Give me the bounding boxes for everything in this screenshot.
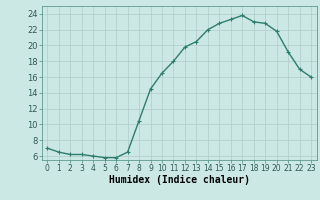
- X-axis label: Humidex (Indice chaleur): Humidex (Indice chaleur): [109, 175, 250, 185]
